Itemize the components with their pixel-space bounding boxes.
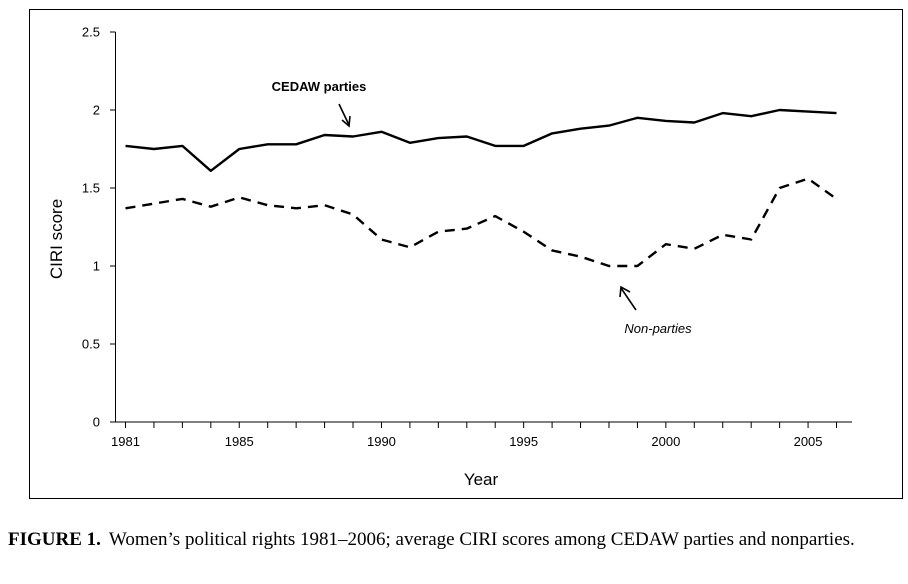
- figure-caption-label: FIGURE 1.: [8, 529, 101, 550]
- x-tick-label: 1995: [509, 434, 538, 449]
- y-axis-title: CIRI score: [47, 199, 66, 279]
- cedaw-parties-arrowhead: [341, 115, 351, 128]
- y-tick-label: 1: [93, 259, 100, 274]
- line-chart: 0 0.5 1 1.5 2 2.5 1981 1985 1990 1995 2000 2005 CI…: [47, 25, 852, 489]
- non-parties-annotation: Non-parties: [624, 321, 692, 336]
- x-tick-label: 2000: [651, 434, 680, 449]
- y-tick-label: 2: [93, 103, 100, 118]
- y-tick-label: 0.5: [82, 337, 100, 352]
- x-tick-label: 2005: [794, 434, 823, 449]
- x-tick-label: 1990: [367, 434, 396, 449]
- x-tick-label: 1981: [111, 434, 140, 449]
- annotation-layer: CEDAW parties Non-parties: [272, 79, 692, 336]
- y-axis-ticks: 0 0.5 1 1.5 2 2.5: [82, 25, 116, 430]
- chart-frame: 0 0.5 1 1.5 2 2.5 1981 1985 1990 1995 2000 2005 CI…: [29, 9, 903, 499]
- y-tick-label: 2.5: [82, 25, 100, 40]
- non-parties-arrowhead: [619, 285, 631, 298]
- figure-caption-text: Women’s political rights 1981–2006; aver…: [108, 529, 855, 550]
- y-tick-label: 1.5: [82, 181, 100, 196]
- non-parties-arrow: [620, 287, 637, 311]
- non-parties-line: [125, 177, 838, 268]
- series-layer: [125, 108, 838, 268]
- cedaw-parties-arrow: [338, 103, 350, 126]
- y-tick-label: 0: [93, 415, 100, 430]
- cedaw-parties-line: [125, 108, 837, 173]
- x-axis-title: Year: [464, 470, 499, 489]
- figure-caption: FIGURE 1. Women’s political rights 1981–2…: [8, 528, 904, 552]
- x-axis-ticks: 1981 1985 1990 1995 2000 2005: [111, 422, 837, 449]
- cedaw-parties-annotation: CEDAW parties: [272, 79, 367, 94]
- x-tick-label: 1985: [225, 434, 254, 449]
